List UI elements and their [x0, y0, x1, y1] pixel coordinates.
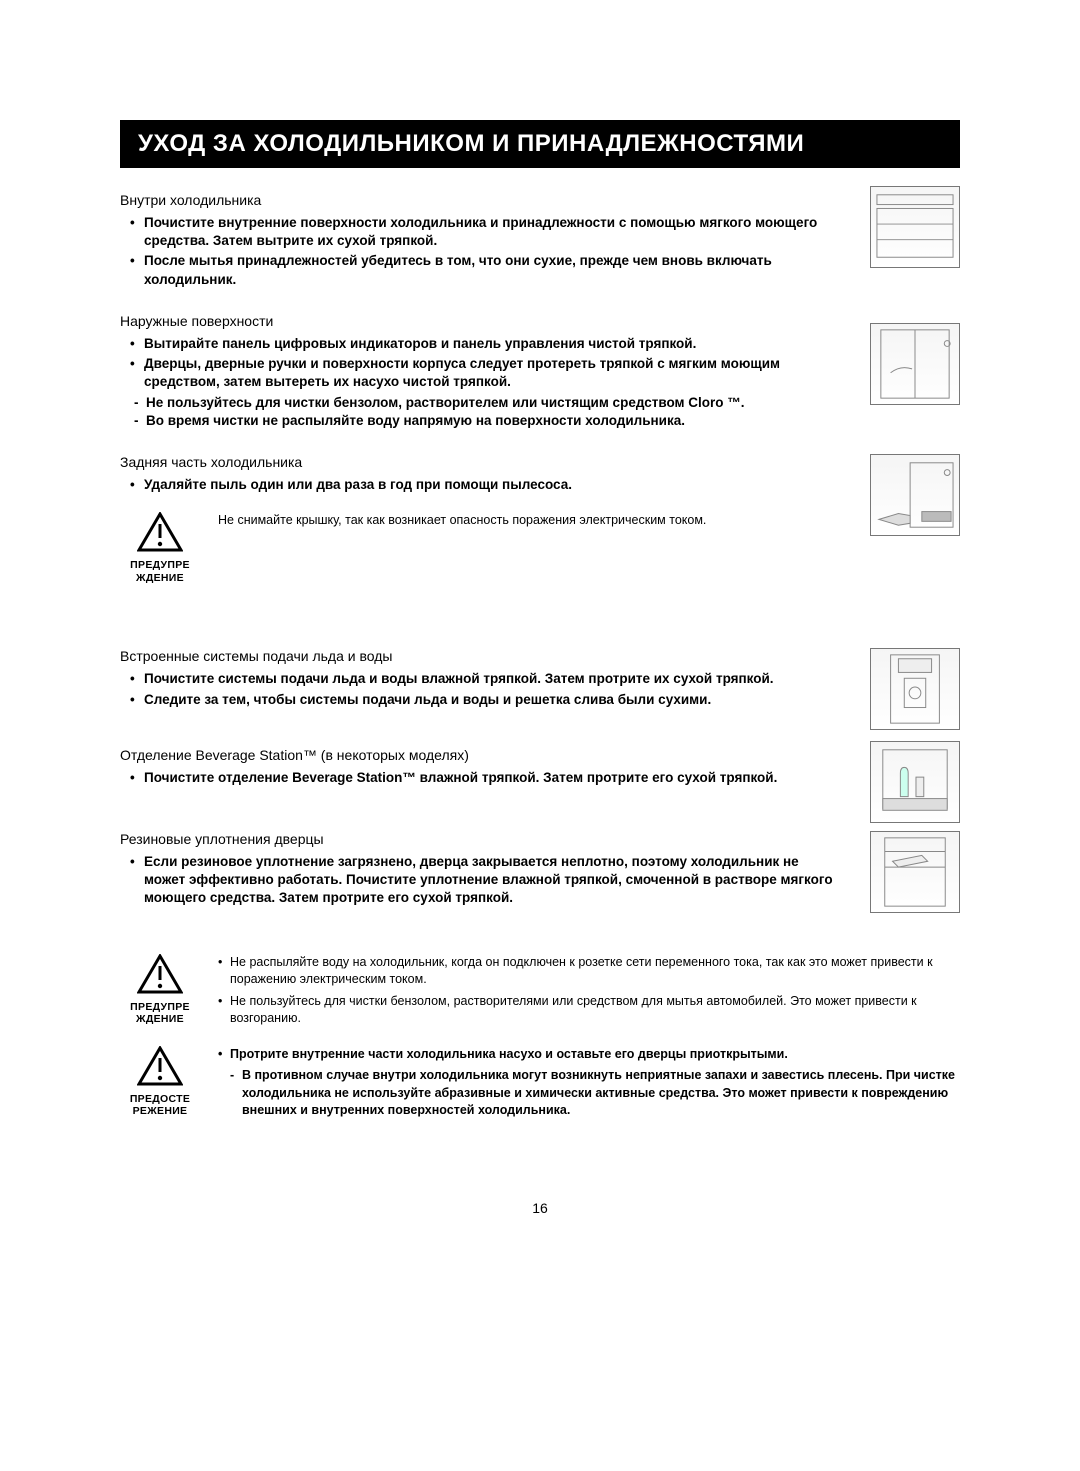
section-head: Задняя часть холодильника: [120, 454, 960, 470]
section-head: Встроенные системы подачи льда и воды: [120, 648, 960, 664]
warning-icon: [137, 1046, 183, 1091]
caution-text: Протрите внутренние части холодильника н…: [218, 1046, 960, 1120]
bullet-list: Если резиновое уплотнение загрязнено, дв…: [120, 853, 960, 908]
warning-block: ПРЕДУПРЕ ЖДЕНИЕ Не снимайте крышку, так …: [120, 512, 960, 584]
illustration-dispenser: [870, 648, 960, 730]
section-head: Резиновые уплотнения дверцы: [120, 831, 960, 847]
bullet-list: Почистите отделение Beverage Station™ вл…: [120, 769, 960, 787]
section-head: Наружные поверхности: [120, 313, 960, 329]
bullet-list: Почистите системы подачи льда и воды вла…: [120, 670, 960, 708]
page-number: 16: [120, 1200, 960, 1216]
warning-text: Не снимайте крышку, так как возникает оп…: [218, 512, 960, 530]
section-beverage: Отделение Beverage Station™ (в некоторых…: [120, 747, 960, 787]
list-item: Дверцы, дверные ручки и поверхности корп…: [134, 355, 840, 391]
warning-icon: [137, 512, 183, 557]
list-item: Следите за тем, чтобы системы подачи льд…: [134, 691, 840, 709]
section-inside: Внутри холодильника Почистите внутренние…: [120, 192, 960, 289]
bullet-list: Почистите внутренние поверхности холодил…: [120, 214, 960, 289]
list-item: Почистите внутренние поверхности холодил…: [134, 214, 840, 250]
caution-line: Протрите внутренние части холодильника н…: [218, 1046, 960, 1064]
list-item: Почистите отделение Beverage Station™ вл…: [134, 769, 840, 787]
section-dispenser: Встроенные системы подачи льда и воды По…: [120, 648, 960, 708]
sub-item: Во время чистки не распыляйте воду напря…: [120, 412, 960, 430]
page-title: УХОД ЗА ХОЛОДИЛЬНИКОМ И ПРИНАДЛЕЖНОСТЯМИ: [120, 120, 960, 168]
bullet-list: Удаляйте пыль один или два раза в год пр…: [120, 476, 960, 494]
warning-icon: [137, 954, 183, 999]
caution-block: ПРЕДОСТЕ РЕЖЕНИЕ Протрите внутренние час…: [120, 1046, 960, 1120]
warning-text: Не распыляйте воду на холодильник, когда…: [218, 954, 960, 1032]
warning-icon-col: ПРЕДУПРЕ ЖДЕНИЕ: [120, 512, 200, 584]
illustration-vacuum: [870, 454, 960, 536]
sub-item: Не пользуйтесь для чистки бензолом, раст…: [120, 394, 960, 412]
warning-block: ПРЕДУПРЕ ЖДЕНИЕ Не распыляйте воду на хо…: [120, 954, 960, 1032]
illustration-gasket: [870, 831, 960, 913]
section-outside: Наружные поверхности Вытирайте панель ци…: [120, 313, 960, 430]
illustration-shelf: [870, 186, 960, 268]
warning-line: Не пользуйтесь для чистки бензолом, раст…: [218, 993, 960, 1028]
section-gasket: Резиновые уплотнения дверцы Если резинов…: [120, 831, 960, 908]
warning-label: ПРЕДУПРЕ ЖДЕНИЕ: [120, 1001, 200, 1026]
warning-line: Не распыляйте воду на холодильник, когда…: [218, 954, 960, 989]
caution-icon-col: ПРЕДОСТЕ РЕЖЕНИЕ: [120, 1046, 200, 1118]
section-head: Внутри холодильника: [120, 192, 960, 208]
list-item: Почистите системы подачи льда и воды вла…: [134, 670, 840, 688]
list-item: Если резиновое уплотнение загрязнено, дв…: [134, 853, 840, 908]
list-item: После мытья принадлежностей убедитесь в …: [134, 252, 840, 288]
caution-subline: В противном случае внутри холодильника м…: [218, 1067, 960, 1120]
caution-label: ПРЕДОСТЕ РЕЖЕНИЕ: [120, 1093, 200, 1118]
bullet-list: Вытирайте панель цифровых индикаторов и …: [120, 335, 960, 392]
illustration-beverage: [870, 741, 960, 823]
section-head: Отделение Beverage Station™ (в некоторых…: [120, 747, 960, 763]
warning-label: ПРЕДУПРЕ ЖДЕНИЕ: [120, 559, 200, 584]
manual-page: УХОД ЗА ХОЛОДИЛЬНИКОМ И ПРИНАДЛЕЖНОСТЯМИ…: [0, 0, 1080, 1276]
list-item: Вытирайте панель цифровых индикаторов и …: [134, 335, 840, 353]
section-back: Задняя часть холодильника Удаляйте пыль …: [120, 454, 960, 494]
warning-icon-col: ПРЕДУПРЕ ЖДЕНИЕ: [120, 954, 200, 1026]
list-item: Удаляйте пыль один или два раза в год пр…: [134, 476, 840, 494]
